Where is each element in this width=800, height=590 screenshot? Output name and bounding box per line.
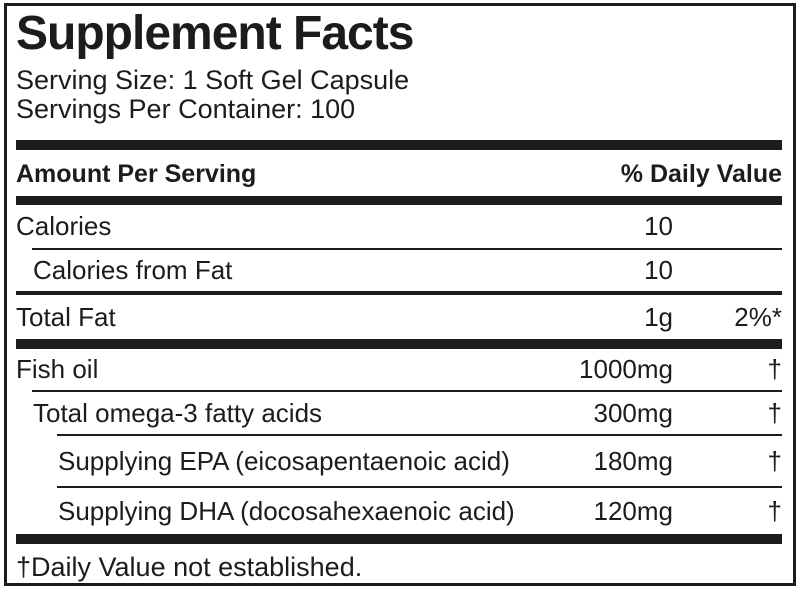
nutrient-amount: 1000mg	[579, 354, 673, 384]
nutrient-row-epa: Supplying EPA (eicosapentaenoic acid) 18…	[16, 436, 782, 486]
nutrient-daily-value: †	[767, 496, 782, 526]
nutrient-row-calories: Calories 10	[16, 205, 782, 248]
daily-value-footnote: †Daily Value not established.	[16, 552, 363, 582]
nutrient-amount: 10	[644, 255, 673, 285]
nutrient-name: Supplying EPA (eicosapentaenoic acid)	[58, 446, 510, 476]
nutrient-name: Calories from Fat	[33, 255, 233, 285]
nutrient-row-total-fat: Total Fat 1g 2%*	[16, 295, 782, 339]
nutrient-amount: 1g	[644, 302, 673, 332]
nutrient-daily-value: †	[767, 446, 782, 476]
amount-per-serving-header: Amount Per Serving	[16, 160, 257, 188]
thick-divider-header	[16, 196, 782, 205]
nutrient-row-dha: Supplying DHA (docosahexaenoic acid) 120…	[16, 488, 782, 534]
panel-title: Supplement Facts	[16, 7, 414, 60]
row-divider	[57, 486, 782, 488]
row-divider-medium	[16, 291, 782, 295]
nutrient-daily-value: †	[767, 354, 782, 384]
thick-divider-top	[16, 140, 782, 150]
nutrient-amount: 120mg	[593, 496, 674, 526]
serving-info: Serving Size: 1 Soft Gel Capsule Serving…	[16, 66, 782, 124]
nutrient-name: Total Fat	[16, 302, 116, 332]
nutrient-name: Fish oil	[16, 354, 99, 384]
nutrient-row-fish-oil: Fish oil 1000mg †	[16, 349, 782, 390]
row-divider	[57, 434, 782, 436]
serving-size: Serving Size: 1 Soft Gel Capsule	[16, 65, 410, 95]
daily-value-header: % Daily Value	[620, 160, 782, 188]
supplement-facts-panel: Supplement Facts Serving Size: 1 Soft Ge…	[4, 3, 796, 586]
nutrient-row-calories-from-fat: Calories from Fat 10	[16, 250, 782, 291]
nutrient-daily-value: †	[767, 398, 782, 428]
thick-divider-mid	[16, 339, 782, 349]
nutrient-row-omega3: Total omega-3 fatty acids 300mg †	[16, 392, 782, 434]
servings-per-container: Servings Per Container: 100	[16, 94, 356, 124]
nutrient-amount: 180mg	[593, 446, 674, 476]
nutrient-name: Total omega-3 fatty acids	[33, 398, 323, 428]
row-divider	[32, 390, 782, 392]
nutrient-amount: 10	[644, 211, 673, 241]
nutrient-amount: 300mg	[593, 398, 674, 428]
row-divider	[32, 248, 782, 250]
column-header-row: Amount Per Serving % Daily Value	[16, 150, 782, 196]
nutrient-name: Supplying DHA (docosahexaenoic acid)	[58, 496, 515, 526]
nutrient-daily-value: 2%*	[734, 302, 782, 332]
nutrient-name: Calories	[16, 211, 112, 241]
thick-divider-bottom	[16, 534, 782, 544]
